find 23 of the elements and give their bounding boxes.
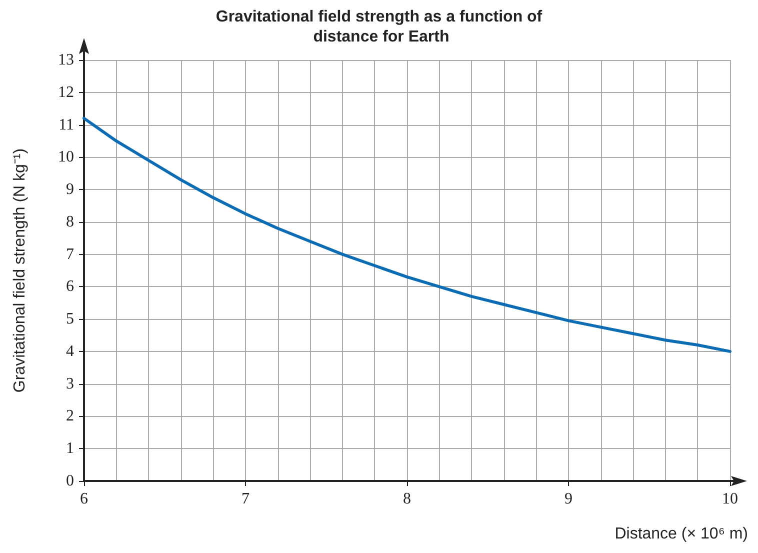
y-tick-label: 3 <box>66 375 74 392</box>
x-axis-title: Distance (× 10⁶ m) <box>614 526 748 542</box>
y-tick-label: 12 <box>58 84 74 101</box>
x-tick-label: 7 <box>242 490 250 508</box>
y-tick-label: 0 <box>66 472 74 490</box>
x-tick-label: 6 <box>80 490 88 508</box>
y-tick-label: 9 <box>66 181 74 198</box>
chart-title: Gravitational field strength as a function of distance for Earth <box>216 8 543 46</box>
x-tick-label: 8 <box>403 490 411 508</box>
line-series <box>82 116 732 353</box>
y-tick-label: 11 <box>58 116 74 134</box>
x-tick-label: 9 <box>564 490 572 508</box>
y-tick-label: 13 <box>58 52 74 68</box>
y-tick-label: 10 <box>58 148 74 166</box>
y-tick-label: 4 <box>66 342 74 360</box>
y-tick-label: 2 <box>66 408 74 425</box>
y-tick-label: 1 <box>66 440 74 458</box>
y-axis-title: Gravitational field strength (N kg⁻¹) <box>12 148 28 393</box>
x-tick-label: 10 <box>722 490 738 508</box>
y-tick-label: 7 <box>66 246 74 263</box>
y-tick-label: 6 <box>66 278 74 296</box>
y-tick-label: 8 <box>66 213 74 230</box>
y-tick-label: 5 <box>66 310 74 328</box>
